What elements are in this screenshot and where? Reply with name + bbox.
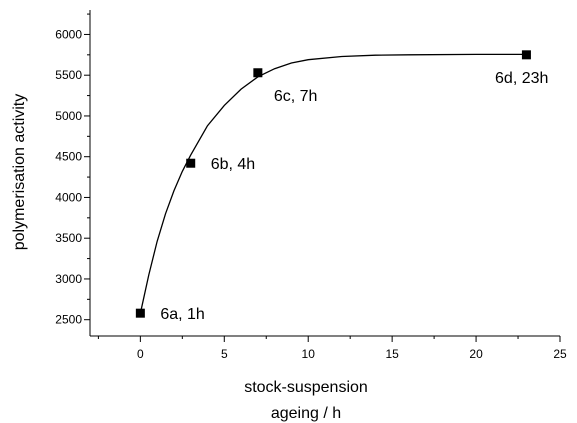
x-axis-title-line-1: stock-suspension bbox=[244, 379, 368, 396]
y-axis-title: polymerisation activity bbox=[11, 94, 28, 251]
x-tick-label: 15 bbox=[385, 347, 399, 361]
plot-area: 0 5 10 15 20 25 2500 3000 3500 4000 4500 5000 5500 6… bbox=[55, 10, 567, 361]
x-tick-label: 5 bbox=[221, 347, 228, 361]
x-tick-label: 20 bbox=[469, 347, 483, 361]
x-axis-title-line-2: ageing / h bbox=[271, 405, 341, 422]
y-tick-label: 4000 bbox=[55, 190, 82, 204]
y-tick-label: 4500 bbox=[55, 150, 82, 164]
x-tick-label: 10 bbox=[302, 347, 316, 361]
y-tick-label: 6000 bbox=[55, 27, 82, 41]
fit-curve bbox=[139, 53, 527, 314]
y-tick-label: 3000 bbox=[55, 272, 82, 286]
point-label: 6a, 1h bbox=[160, 306, 204, 323]
data-point bbox=[135, 308, 145, 318]
y-tick-label: 3500 bbox=[55, 231, 82, 245]
y-tick-label: 2500 bbox=[55, 313, 82, 327]
data-point bbox=[521, 50, 531, 60]
point-label: 6b, 4h bbox=[211, 156, 255, 173]
y-ticks: 2500 3000 3500 4000 4500 5000 5500 6000 bbox=[55, 13, 90, 327]
data-point bbox=[253, 68, 263, 78]
point-labels: 6a, 1h 6b, 4h 6c, 7h 6d, 23h bbox=[160, 70, 548, 323]
point-label: 6d, 23h bbox=[495, 70, 548, 87]
x-tick-label: 25 bbox=[553, 347, 567, 361]
y-tick-label: 5500 bbox=[55, 68, 82, 82]
y-tick-label: 5000 bbox=[55, 109, 82, 123]
point-label: 6c, 7h bbox=[274, 88, 318, 105]
data-point bbox=[186, 158, 196, 168]
x-ticks: 0 5 10 15 20 25 bbox=[97, 336, 567, 361]
data-points bbox=[135, 50, 531, 318]
x-tick-label: 0 bbox=[137, 347, 144, 361]
